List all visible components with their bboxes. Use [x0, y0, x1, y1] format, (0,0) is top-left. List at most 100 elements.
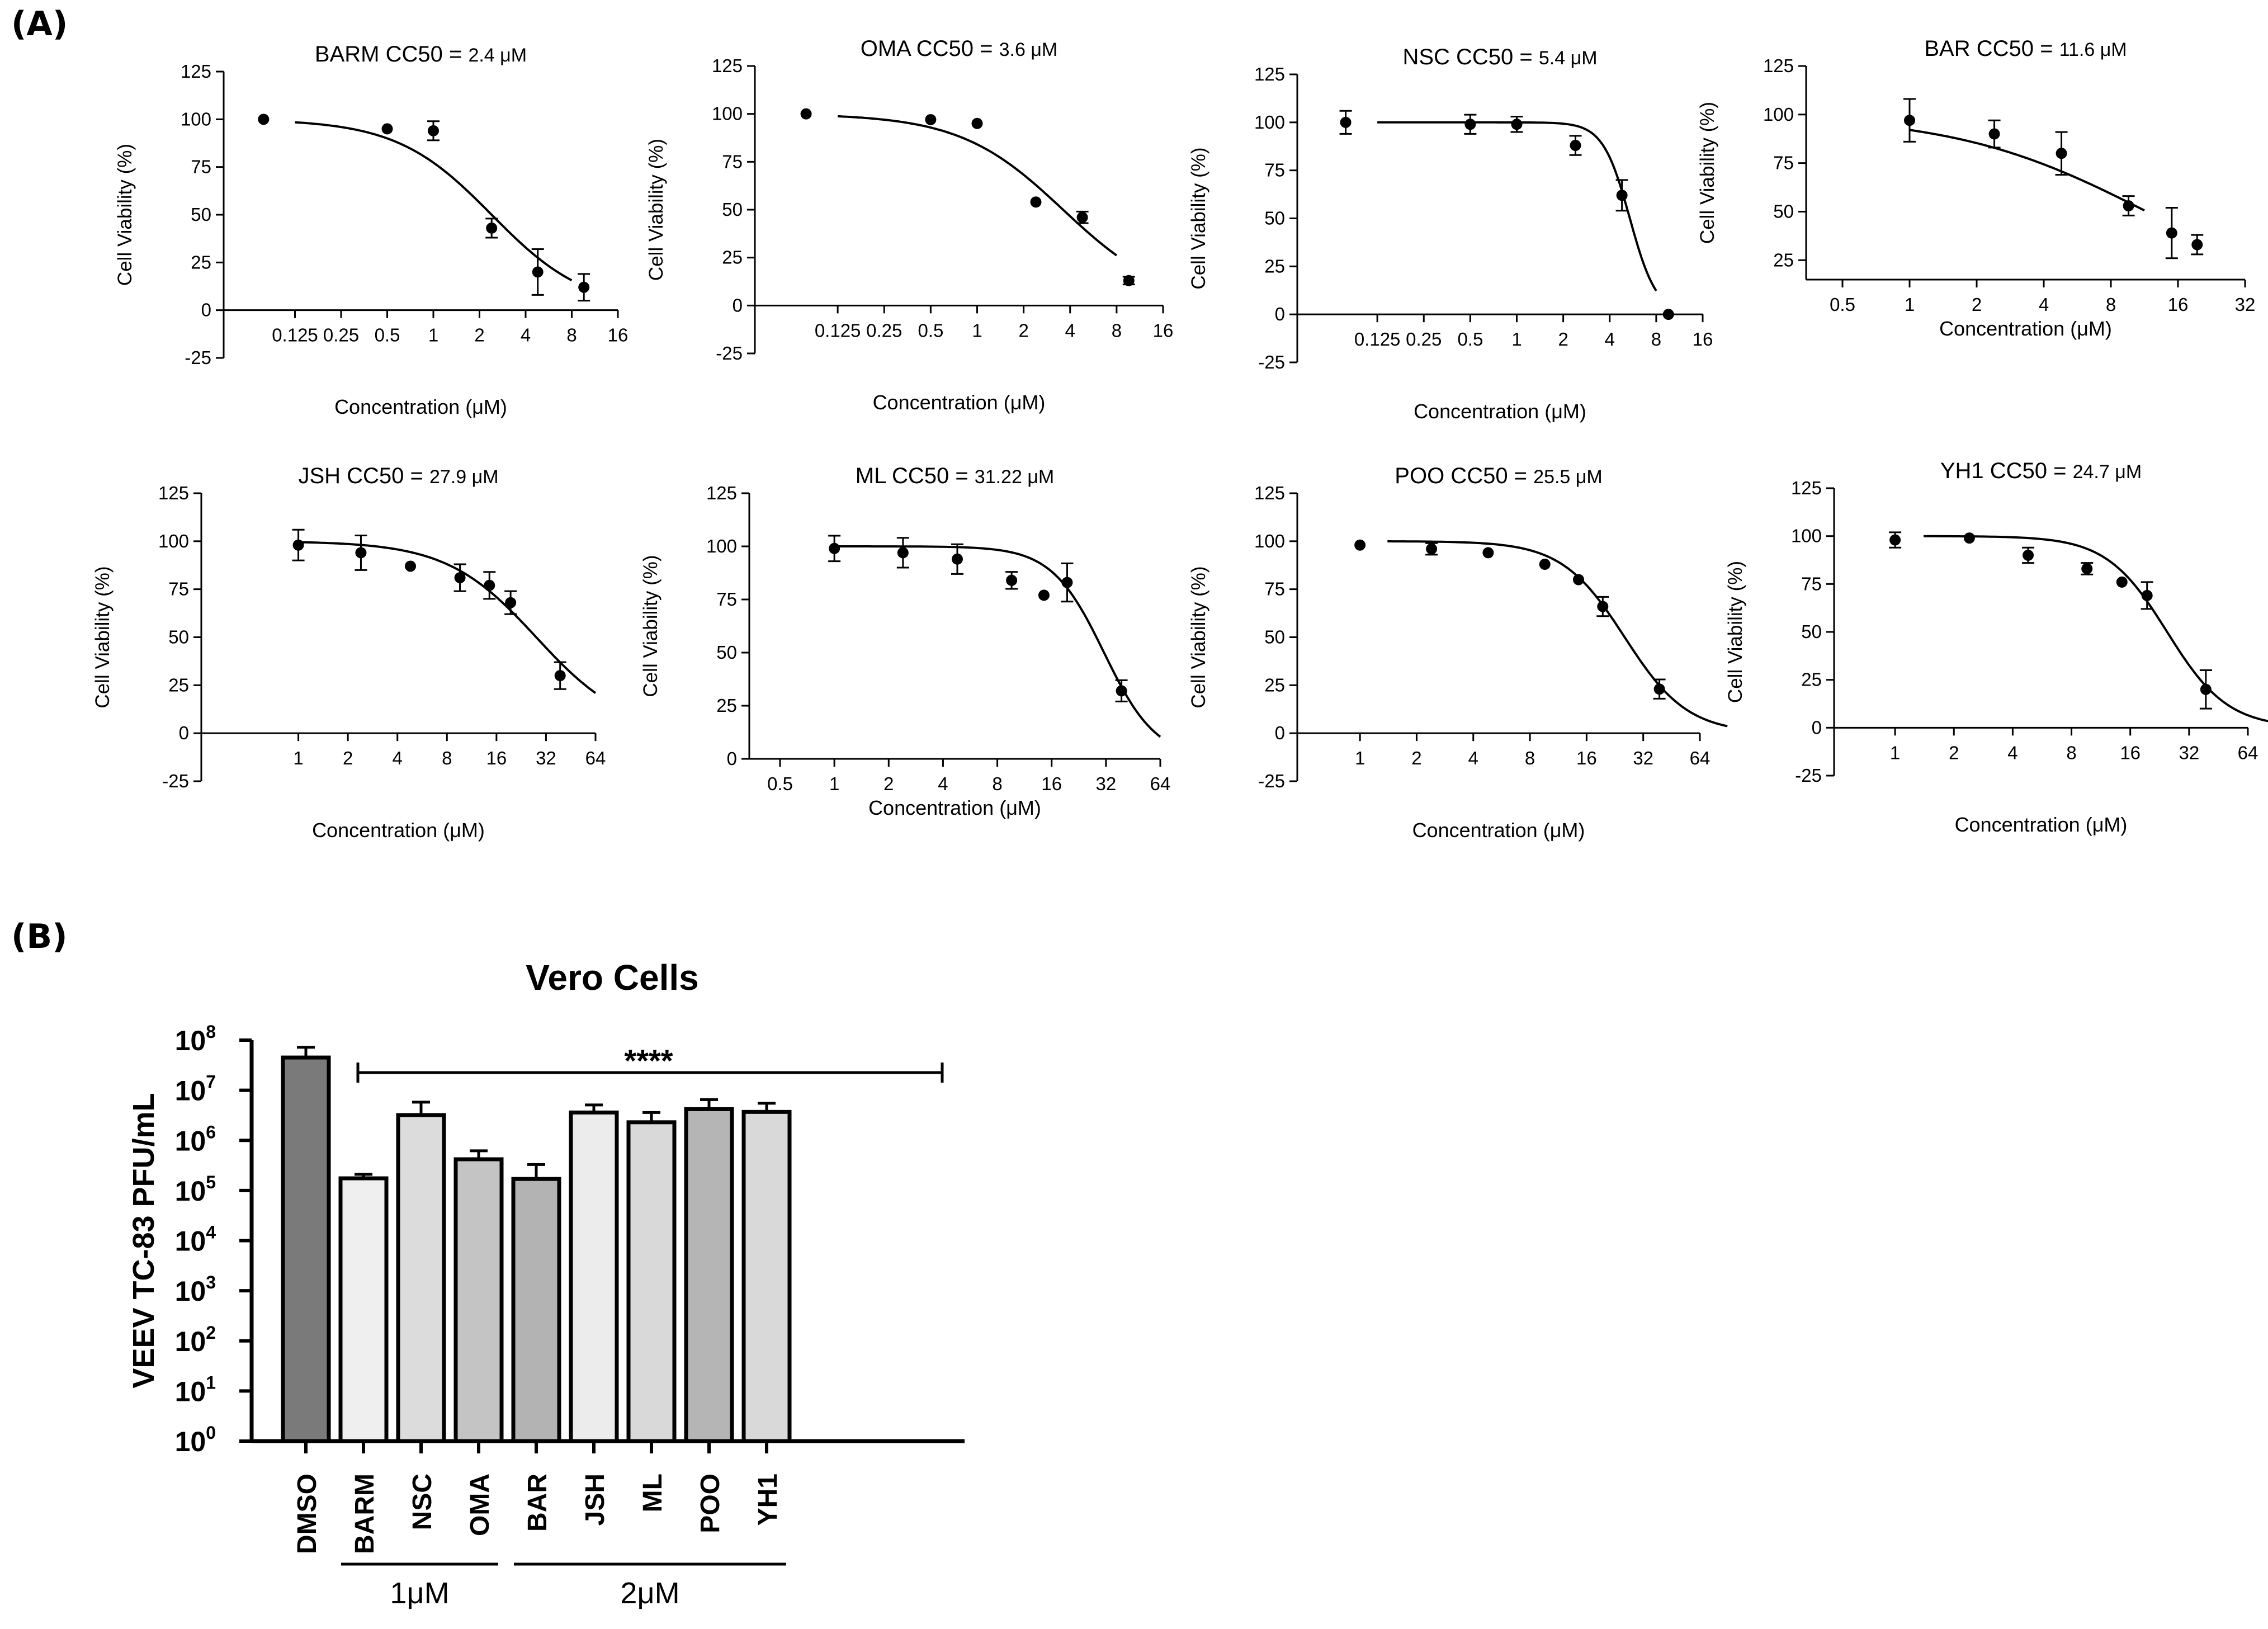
- dose-response-plot-3: -25 0 25 50 75 100 125 0.125 0.25 0.5 1 2 4 8 16 NSC CC…: [1188, 45, 1713, 423]
- x-tick-label: 1: [1905, 294, 1915, 315]
- y-axis-label: Cell Viability (%): [1188, 147, 1209, 289]
- y-tick-label: 25: [1773, 249, 1794, 270]
- bar-poo: [684, 1107, 734, 1443]
- y-axis-label: Cell Viability (%): [114, 144, 136, 286]
- x-tick-label: 4: [1468, 748, 1478, 768]
- y-axis-label: Cell Viability (%): [92, 566, 114, 708]
- data-point: [951, 553, 963, 565]
- y-tick-exponent: 4: [206, 1222, 216, 1243]
- x-tick-label: 16: [1153, 320, 1174, 341]
- data-point: [2081, 563, 2093, 574]
- bar-nsc: [396, 1113, 446, 1443]
- x-tick-label: 64: [2238, 742, 2258, 763]
- y-tick-label: -25: [185, 347, 211, 368]
- chart-title-value: 31.22 μM: [975, 466, 1054, 488]
- data-point: [800, 108, 812, 120]
- fit-curve: [838, 115, 1118, 257]
- y-tick-label: 0: [733, 295, 743, 315]
- data-point: [1030, 196, 1042, 208]
- y-tick-exponent: 0: [206, 1423, 216, 1443]
- x-tick-label: 2: [343, 748, 353, 768]
- y-tick-label: 75: [168, 579, 189, 599]
- y-tick-label: -25: [1258, 352, 1285, 372]
- data-point: [1889, 534, 1901, 546]
- y-tick-label: 25: [716, 695, 737, 716]
- x-tick-label: 4: [393, 748, 403, 768]
- y-tick-label: 50: [1773, 201, 1794, 221]
- y-tick-base: 10: [175, 1025, 206, 1056]
- y-tick-label: 104: [175, 1222, 216, 1257]
- category-label: OMA: [465, 1474, 495, 1536]
- x-tick-label: 64: [1690, 748, 1711, 768]
- y-tick-label: 50: [191, 204, 211, 225]
- y-tick-base: 10: [175, 1226, 206, 1257]
- x-tick-label: 2: [883, 773, 894, 794]
- chart-title-value: 27.9 μM: [429, 466, 499, 488]
- error-bar: [527, 1163, 545, 1179]
- y-tick-base: 10: [175, 1426, 206, 1457]
- y-tick-label: 0: [1812, 717, 1822, 738]
- chart-title-name: NSC CC50 =: [1402, 45, 1538, 69]
- x-tick-label: 16: [1576, 748, 1597, 768]
- y-tick-label: 25: [722, 247, 743, 268]
- y-tick-label: 0: [179, 723, 189, 743]
- x-tick-label: 0.5: [375, 325, 400, 346]
- chart-title-name: OMA CC50 =: [861, 36, 999, 61]
- data-point: [1123, 275, 1135, 286]
- y-tick-label: 103: [175, 1272, 216, 1307]
- y-tick-base: 10: [175, 1175, 206, 1207]
- x-tick-label: 2: [1018, 320, 1028, 341]
- x-tick-label: 1: [293, 748, 303, 768]
- y-axis-label: Cell Viability (%): [645, 139, 667, 281]
- y-tick-label: 50: [716, 642, 737, 663]
- chart-title-name: POO CC50 =: [1395, 464, 1533, 488]
- category-label: BAR: [523, 1474, 552, 1532]
- chart-title-value: 3.6 μM: [999, 39, 1058, 60]
- fit-curve: [1909, 129, 2145, 212]
- data-point: [1662, 309, 1674, 320]
- y-tick-label: 75: [722, 151, 743, 172]
- y-tick-label: 107: [175, 1072, 216, 1107]
- x-tick-label: 8: [2066, 742, 2076, 763]
- y-tick-label: 125: [1763, 55, 1794, 76]
- y-tick-label: 0: [1275, 304, 1285, 324]
- x-tick-label: 4: [2039, 294, 2049, 315]
- x-tick-label: 2: [1411, 748, 1421, 768]
- x-tick-label: 8: [2106, 294, 2116, 315]
- category-label: NSC: [408, 1474, 437, 1530]
- category-label: YH1: [753, 1474, 783, 1526]
- x-tick-label: 1: [1511, 329, 1522, 350]
- bar-oma: [453, 1157, 504, 1443]
- y-tick-label: 75: [1773, 153, 1794, 173]
- x-tick-label: 16: [2168, 294, 2189, 315]
- bar-jsh: [569, 1110, 619, 1443]
- dose-group-label: 1μM: [390, 1576, 449, 1610]
- x-tick-label: 0.25: [866, 320, 902, 341]
- y-tick-label: 100: [1254, 112, 1285, 133]
- fit-curve: [295, 121, 573, 282]
- y-tick-label: 50: [168, 627, 189, 648]
- data-point: [258, 114, 270, 125]
- data-point: [454, 572, 466, 584]
- x-tick-label: 0.125: [815, 320, 861, 341]
- chart-title-name: YH1 CC50 =: [1940, 459, 2073, 483]
- x-tick-label: 8: [1112, 320, 1122, 341]
- chart-title-name: JSH CC50 =: [298, 464, 429, 488]
- data-point: [355, 547, 367, 559]
- data-point: [1116, 685, 1127, 697]
- y-tick-label: 0: [1275, 723, 1285, 743]
- y-tick-label: 100: [175, 1423, 216, 1457]
- dose-response-plot-8: -25 0 25 50 75 100 125 1 2 4 8 16 32 64 YH1 CC50 = 24.…: [1724, 459, 2268, 836]
- data-point: [1482, 547, 1494, 559]
- significance-bracket: [356, 1063, 944, 1083]
- x-tick-label: 0.25: [323, 325, 359, 346]
- data-point: [1354, 539, 1366, 551]
- chart-title: JSH CC50 = 27.9 μM: [298, 464, 498, 488]
- bar-yh1: [741, 1109, 792, 1443]
- data-point: [2200, 683, 2212, 695]
- y-tick-label: 125: [1791, 478, 1822, 498]
- data-point: [2116, 576, 2128, 588]
- y-tick-exponent: 1: [206, 1372, 216, 1392]
- y-tick-label: -25: [716, 343, 743, 363]
